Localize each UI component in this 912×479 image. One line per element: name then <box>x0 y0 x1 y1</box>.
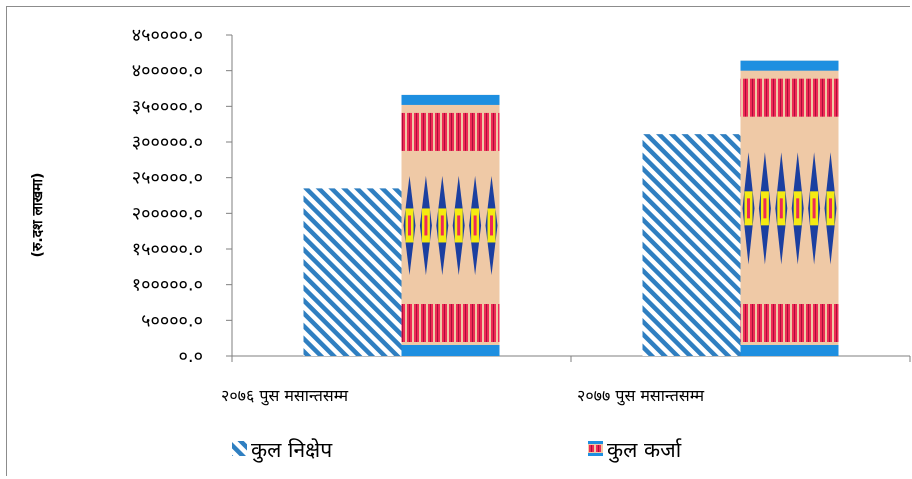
bars <box>303 60 839 357</box>
legend-swatch-deposit <box>232 441 247 456</box>
legend-swatch-loan <box>588 441 603 456</box>
y-tick-label: ४०००००.० <box>132 61 203 82</box>
y-tick-label: ०.० <box>179 346 203 367</box>
y-tick-label: २०००००.० <box>132 203 203 224</box>
y-tick-label: ४५००००.० <box>132 25 203 46</box>
y-tick-label: २५००००.० <box>132 168 203 189</box>
y-tick-label: ५००००.० <box>141 310 203 331</box>
y-tick-label: ३५००००.० <box>132 96 203 117</box>
legend: कुल निक्षेप कुल कर्जा <box>232 438 682 463</box>
loan-bar <box>401 94 500 357</box>
y-axis-label: (रु.दश लाखमा) <box>30 173 46 258</box>
deposit-bar <box>303 188 402 356</box>
labels: ०.० ५००००.० १०००००.० १५००००.० २०००००.० २५००००… <box>30 25 705 463</box>
legend-label-loan: कुल कर्जा <box>607 438 682 463</box>
y-tick-label: ३०००००.० <box>132 132 203 153</box>
loan-bar <box>740 60 839 357</box>
legend-label-deposit: कुल निक्षेप <box>251 438 333 463</box>
x-category-label: २०७७ पुस मसान्तसम्म <box>577 386 705 406</box>
y-tick-label: १५००००.० <box>132 239 203 260</box>
y-tick-label: १०००००.० <box>132 275 203 296</box>
chart-frame <box>6 6 910 476</box>
deposit-bar <box>642 134 741 356</box>
x-category-label: २०७६ पुस मसान्तसम्म <box>221 386 349 406</box>
